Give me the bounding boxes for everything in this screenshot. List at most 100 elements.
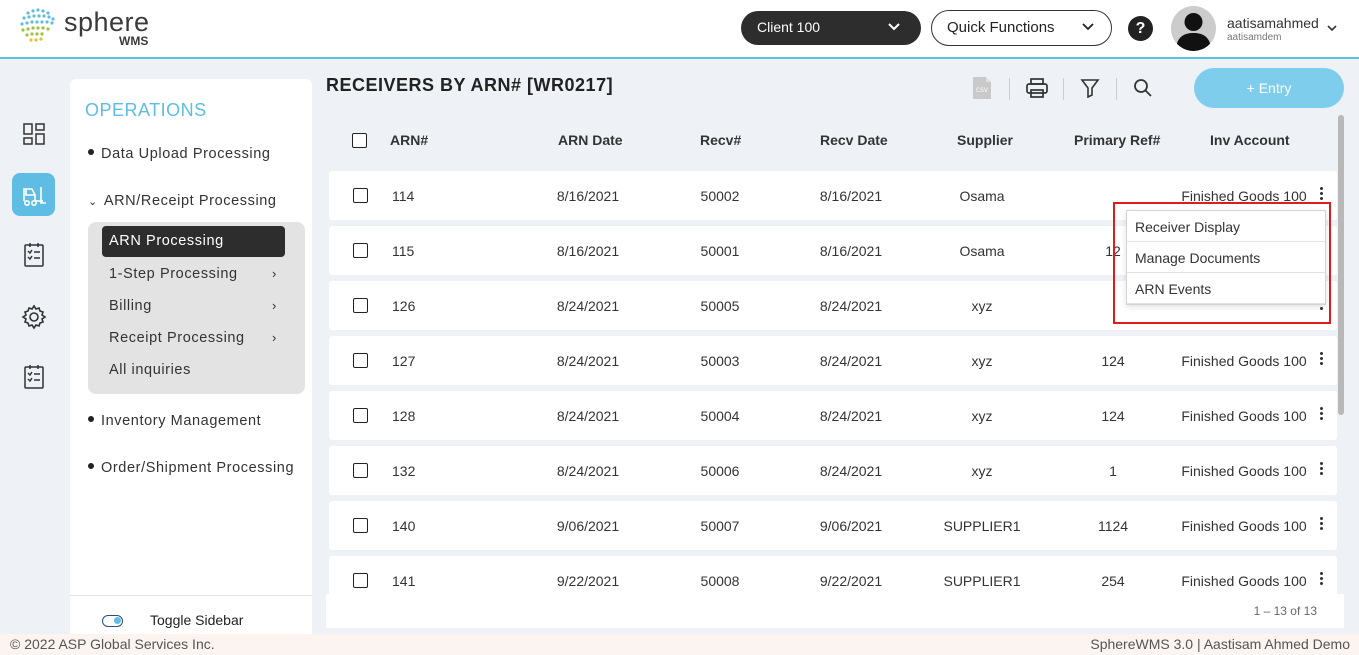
sidebar-item-arn-receipt[interactable]: ⌄ ARN/Receipt Processing (88, 193, 277, 209)
column-header-recv-date[interactable]: Recv Date (820, 132, 888, 148)
toggle-sidebar-switch[interactable] (102, 615, 123, 627)
cell-recv-date: 8/24/2021 (819, 463, 883, 479)
cell-recv: 50008 (700, 573, 740, 589)
sidebar-item-inventory[interactable]: Inventory Management (88, 413, 261, 429)
chevron-right-icon: › (272, 298, 277, 313)
table-scrollbar[interactable] (1338, 115, 1344, 415)
table-footer: 1 – 13 of 13 (326, 594, 1344, 628)
row-actions-kebab-icon[interactable] (1320, 462, 1324, 476)
sidebar-item-label: ARN/Receipt Processing (103, 193, 277, 209)
sidebar-item-order-shipment[interactable]: Order/Shipment Processing (88, 460, 294, 476)
toggle-sidebar-label: Toggle Sidebar (150, 612, 244, 628)
rail-item-dashboard[interactable] (12, 112, 55, 155)
cell-recv: 50005 (700, 298, 740, 314)
row-checkbox[interactable] (353, 518, 368, 533)
sidebar-subitem-receipt-processing[interactable]: Receipt Processing › (109, 330, 276, 346)
cell-recv-date: 8/16/2021 (819, 188, 883, 204)
sidebar-subitem-1-step-processing[interactable]: 1-Step Processing › (109, 266, 276, 282)
csv-label: CSV (976, 87, 989, 94)
toggle-sidebar-row: Toggle Sidebar (70, 595, 312, 635)
column-header-supplier[interactable]: Supplier (957, 132, 1014, 148)
row-actions-kebab-icon[interactable] (1320, 572, 1324, 586)
menu-item-receiver-display[interactable]: Receiver Display (1127, 211, 1325, 242)
dashboard-icon (22, 122, 45, 145)
cell-supplier: Osama (959, 243, 1005, 259)
table-row[interactable]: 127 8/24/2021 50003 8/24/2021 xyz 124 Finished… (329, 336, 1337, 385)
cell-arn-date: 9/22/2021 (556, 573, 620, 589)
rail-item-reports[interactable] (12, 233, 55, 276)
table-row[interactable]: 128 8/24/2021 50004 8/24/2021 xyz 124 Finished… (329, 391, 1337, 440)
sidebar-subitem-arn-processing[interactable]: ARN Processing (102, 226, 285, 257)
row-context-menu: Receiver Display Manage Documents ARN Ev… (1126, 210, 1326, 305)
filter-button[interactable] (1078, 76, 1102, 100)
menu-item-arn-events[interactable]: ARN Events (1127, 273, 1325, 304)
column-header-recv[interactable]: Recv# (700, 132, 742, 148)
cell-primary-ref: 254 (1101, 573, 1125, 589)
sidebar-item-data-upload[interactable]: Data Upload Processing (88, 146, 271, 162)
menu-item-manage-documents[interactable]: Manage Documents (1127, 242, 1325, 273)
row-actions-kebab-icon[interactable] (1320, 187, 1324, 201)
row-checkbox[interactable] (353, 188, 368, 203)
row-actions-kebab-icon[interactable] (1320, 352, 1324, 366)
table-header: ARN# ARN Date Recv# Recv Date Supplier P… (326, 115, 1336, 167)
cell-arn: 132 (392, 463, 416, 479)
cell-arn-date: 8/24/2021 (556, 408, 620, 424)
avatar[interactable] (1171, 6, 1216, 51)
row-checkbox[interactable] (353, 408, 368, 423)
column-header-inv-account[interactable]: Inv Account (1210, 132, 1290, 148)
cell-arn: 128 (392, 408, 416, 424)
search-button[interactable] (1131, 76, 1155, 100)
column-header-arn-date[interactable]: ARN Date (558, 132, 623, 148)
row-actions-kebab-icon[interactable] (1320, 517, 1324, 531)
row-checkbox[interactable] (353, 573, 368, 588)
chevron-down-icon[interactable] (1326, 22, 1338, 34)
icon-rail (0, 61, 70, 634)
cell-recv: 50001 (700, 243, 740, 259)
csv-export-button[interactable]: CSV (970, 76, 994, 100)
row-checkbox[interactable] (353, 463, 368, 478)
table-row[interactable]: 132 8/24/2021 50006 8/24/2021 xyz 1 Finished G… (329, 446, 1337, 495)
help-button[interactable]: ? (1128, 16, 1153, 41)
client-selector-value: Client 100 (757, 19, 821, 35)
bullet-icon (88, 149, 94, 156)
cell-supplier: xyz (971, 298, 993, 314)
cell-supplier: xyz (971, 353, 993, 369)
logo-word: sphere (64, 7, 150, 37)
add-entry-button[interactable]: + Entry (1194, 68, 1344, 108)
rail-item-operations[interactable] (12, 173, 55, 216)
sidebar-subitem-billing[interactable]: Billing › (109, 298, 276, 314)
copyright-text: © 2022 ASP Global Services Inc. (10, 636, 215, 652)
row-checkbox[interactable] (353, 298, 368, 313)
column-header-primary-ref[interactable]: Primary Ref# (1074, 132, 1161, 148)
quick-functions-selector[interactable]: Quick Functions (931, 10, 1112, 46)
sidebar-item-label: Inventory Management (101, 413, 262, 429)
user-name[interactable]: aatisamahmed (1227, 15, 1319, 31)
sidebar-subitem-all-inquiries[interactable]: All inquiries (109, 362, 191, 378)
cell-arn: 127 (392, 353, 416, 369)
rail-item-inquiries[interactable] (12, 355, 55, 398)
top-header: sphere WMS Client 100 Quick Functions ? … (0, 0, 1359, 59)
client-selector[interactable]: Client 100 (741, 11, 921, 45)
logo-subtitle: WMS (119, 34, 149, 48)
row-checkbox[interactable] (353, 353, 368, 368)
cell-arn-date: 8/16/2021 (556, 188, 620, 204)
column-header-arn[interactable]: ARN# (390, 132, 429, 148)
cell-recv-date: 8/24/2021 (819, 353, 883, 369)
cell-inv-account: Finished Goods 100 (1181, 463, 1307, 479)
rail-item-settings[interactable] (12, 295, 55, 338)
cell-primary-ref: 1124 (1097, 518, 1129, 534)
forklift-icon (22, 186, 46, 206)
quick-functions-label: Quick Functions (947, 19, 1055, 36)
row-actions-kebab-icon[interactable] (1320, 407, 1324, 421)
table-row[interactable]: 140 9/06/2021 50007 9/06/2021 SUPPLIER1 1124 F… (329, 501, 1337, 550)
cell-primary-ref: 124 (1101, 353, 1125, 369)
cell-recv: 50004 (700, 408, 740, 424)
row-checkbox[interactable] (353, 243, 368, 258)
cell-inv-account: Finished Goods 100 (1181, 188, 1307, 204)
chevron-right-icon: › (272, 330, 277, 345)
checklist-icon (23, 242, 44, 267)
select-all-checkbox[interactable] (352, 133, 367, 148)
print-button[interactable] (1025, 76, 1049, 100)
filter-icon (1080, 79, 1100, 98)
sphere-wms-logo[interactable]: sphere WMS (18, 5, 168, 51)
